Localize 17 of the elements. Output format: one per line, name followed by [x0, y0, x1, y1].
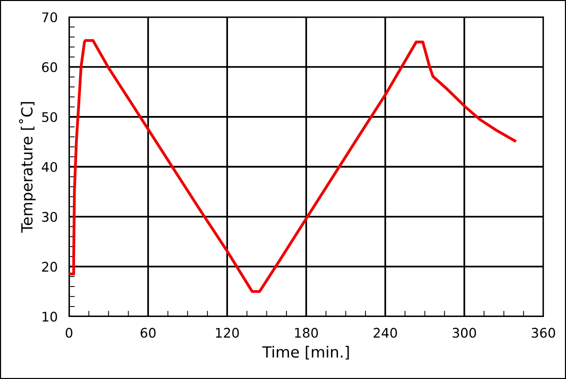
- x-tick-label: 300: [452, 328, 476, 338]
- x-tick-label: 240: [374, 328, 397, 338]
- y-tick-label: 30: [42, 212, 58, 222]
- y-tick-label: 50: [42, 112, 58, 122]
- y-tick-label: 60: [42, 62, 58, 72]
- x-tick-label: 60: [140, 328, 156, 338]
- x-tick-label: 0: [66, 328, 72, 338]
- y-tick-label: 10: [42, 312, 58, 322]
- y-tick-label: 70: [42, 12, 58, 22]
- x-tick-label: 360: [532, 328, 556, 338]
- y-tick-label: 20: [42, 262, 58, 272]
- x-axis-title: Time [min.]: [262, 346, 349, 360]
- x-tick-label: 180: [295, 328, 318, 338]
- y-tick-label: 40: [42, 162, 58, 172]
- y-axis-title: Temperature [˚C]: [19, 102, 36, 233]
- x-tick-label: 120: [216, 328, 239, 338]
- line-series: [69, 39, 516, 293]
